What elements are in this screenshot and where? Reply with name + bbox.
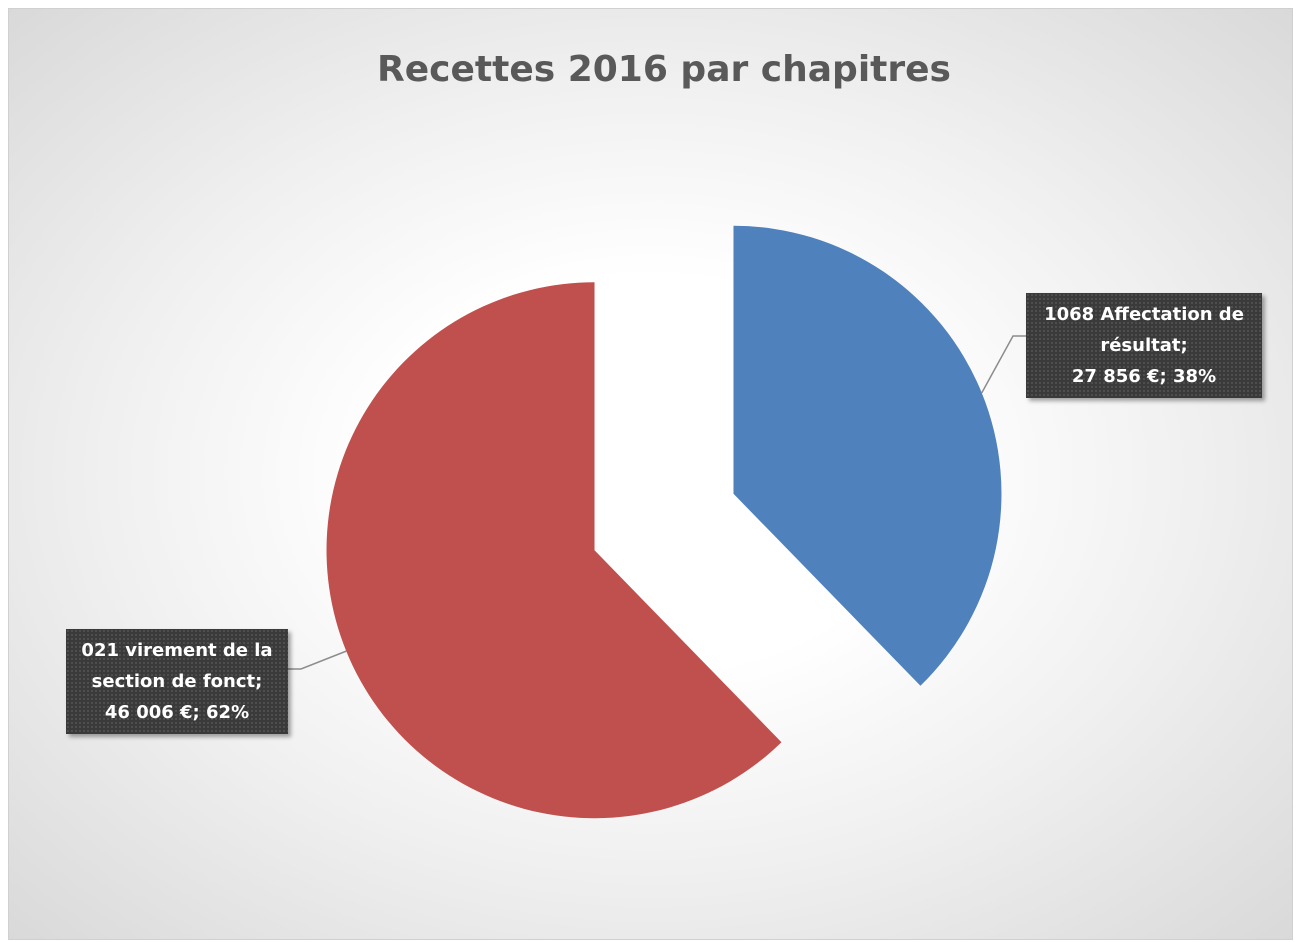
pie-slice xyxy=(733,225,1002,686)
chart-title: Recettes 2016 par chapitres xyxy=(377,49,951,90)
leader-line xyxy=(288,650,347,670)
slice-value: 46 006 €; 62% xyxy=(104,702,250,723)
slice-name: 021 virement de la section de fonct; xyxy=(81,640,273,692)
leader-line xyxy=(981,335,1026,394)
chart-area: Recettes 2016 par chapitres 1068 Affecta… xyxy=(8,8,1293,940)
data-label: 021 virement de la section de fonct; 46 0… xyxy=(66,629,288,734)
chart: Recettes 2016 par chapitres xyxy=(288,49,1026,819)
data-label: 1068 Affectation de résultat; 27 856 €; 3… xyxy=(1026,293,1262,398)
slice-name: 1068 Affectation de résultat; xyxy=(1044,304,1244,356)
slice-value: 27 856 €; 38% xyxy=(1071,366,1217,387)
pie-slice xyxy=(326,282,782,819)
